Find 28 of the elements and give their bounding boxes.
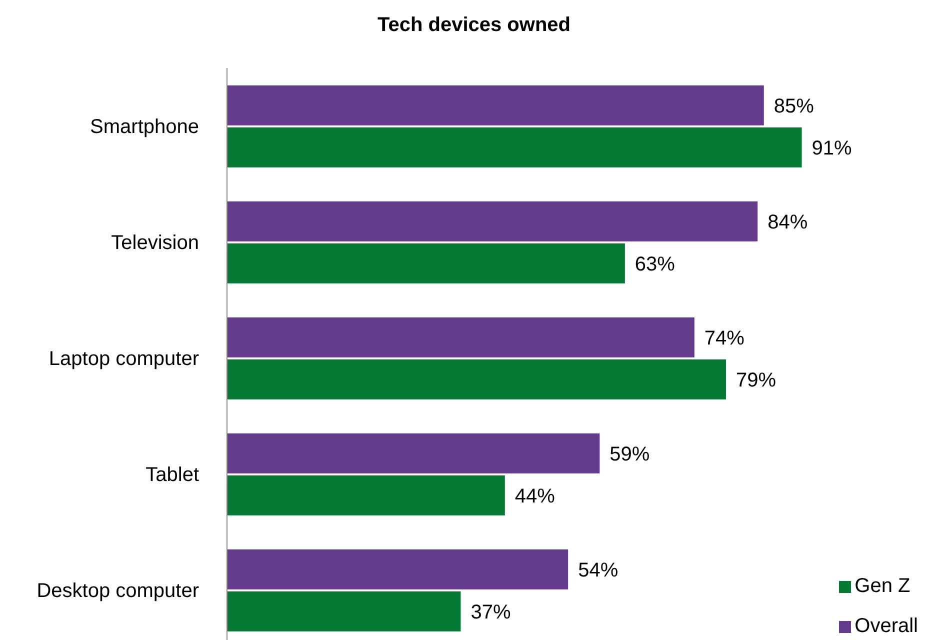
bar — [227, 201, 758, 242]
y-tick-label: Television — [111, 232, 199, 254]
bar — [227, 591, 461, 632]
data-label: 79% — [736, 369, 776, 392]
y-tick-label: Desktop computer — [36, 580, 200, 602]
y-tick-label: Smartphone — [90, 116, 199, 138]
data-label: 91% — [812, 137, 852, 160]
y-tick-label: Laptop computer — [48, 348, 200, 370]
bar — [227, 317, 694, 358]
data-label: 74% — [704, 327, 745, 350]
bar — [227, 359, 726, 400]
data-label: 44% — [514, 485, 556, 508]
bar — [227, 127, 802, 168]
chart-title: Tech devices owned — [376, 14, 572, 37]
data-label: 54% — [578, 559, 618, 582]
data-label: 84% — [768, 211, 808, 234]
bar — [227, 243, 625, 284]
bar — [227, 475, 505, 516]
legend-label: Overall — [854, 615, 918, 637]
bar — [227, 85, 764, 126]
data-label: 37% — [470, 601, 511, 624]
y-tick-label: Tablet — [146, 464, 200, 486]
data-label: 59% — [610, 443, 650, 466]
bar — [227, 549, 568, 590]
data-label: 85% — [774, 95, 814, 118]
legend-label: Gen Z — [854, 575, 910, 597]
data-label: 63% — [634, 253, 676, 276]
bar — [227, 433, 600, 474]
